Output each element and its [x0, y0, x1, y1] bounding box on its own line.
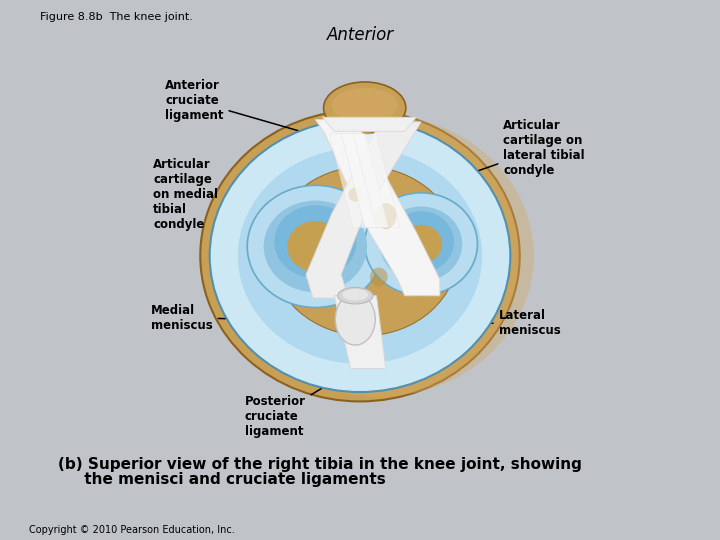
Ellipse shape [247, 185, 384, 307]
Ellipse shape [375, 203, 397, 229]
Ellipse shape [338, 287, 373, 304]
Polygon shape [334, 296, 386, 368]
Text: Anterior: Anterior [326, 26, 394, 44]
Text: Articular
cartilage on
lateral tibial
condyle: Articular cartilage on lateral tibial co… [466, 119, 585, 177]
Text: Copyright © 2010 Pearson Education, Inc.: Copyright © 2010 Pearson Education, Inc. [29, 524, 235, 535]
Ellipse shape [343, 289, 368, 301]
Text: Articular
cartilage
on medial
tibial
condyle: Articular cartilage on medial tibial con… [153, 158, 268, 231]
Ellipse shape [336, 293, 375, 345]
Text: Anterior
cruciate
ligament: Anterior cruciate ligament [165, 79, 322, 138]
Ellipse shape [264, 200, 367, 292]
Ellipse shape [271, 166, 459, 336]
Polygon shape [315, 119, 440, 296]
Ellipse shape [388, 211, 454, 272]
Text: Figure 8.8b  The knee joint.: Figure 8.8b The knee joint. [40, 12, 192, 22]
Polygon shape [341, 134, 388, 228]
Ellipse shape [238, 148, 482, 364]
Text: Medial
meniscus: Medial meniscus [151, 304, 256, 332]
Ellipse shape [224, 115, 534, 397]
Ellipse shape [210, 119, 510, 392]
Ellipse shape [380, 206, 462, 282]
Text: (b) Superior view of the right tibia in the knee joint, showing: (b) Superior view of the right tibia in … [58, 457, 582, 472]
Ellipse shape [200, 110, 520, 401]
Ellipse shape [400, 225, 442, 264]
Text: Posterior
cruciate
ligament: Posterior cruciate ligament [245, 385, 327, 438]
Text: the menisci and cruciate ligaments: the menisci and cruciate ligaments [58, 472, 385, 487]
Ellipse shape [365, 193, 477, 295]
Text: Lateral
meniscus: Lateral meniscus [462, 308, 560, 336]
Polygon shape [306, 122, 421, 298]
Polygon shape [323, 117, 416, 131]
Ellipse shape [348, 188, 362, 202]
Ellipse shape [274, 205, 356, 278]
Ellipse shape [370, 267, 387, 286]
Ellipse shape [287, 221, 343, 272]
Ellipse shape [332, 88, 397, 123]
Polygon shape [330, 134, 377, 228]
Polygon shape [353, 134, 400, 228]
Ellipse shape [323, 82, 406, 134]
